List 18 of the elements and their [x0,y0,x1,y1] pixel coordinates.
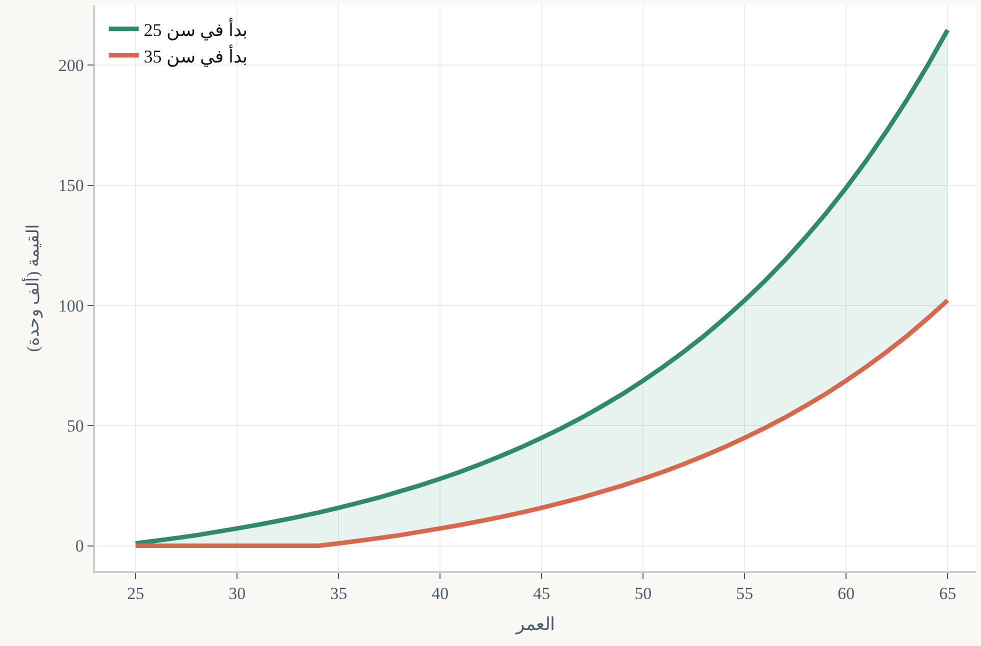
y-axis-title: القيمة (ألف وحدة) [21,224,44,352]
x-tick-label: 40 [432,584,449,604]
x-tick-label: 50 [634,584,652,604]
y-tick-label: 200 [58,56,84,76]
x-axis-title: العمر [515,614,555,635]
x-tick-label: 30 [228,584,246,604]
x-tick-label: 55 [736,584,754,604]
y-tick-label: 100 [58,296,84,316]
x-tick-label: 45 [533,584,550,604]
legend-label: بدأ في سن 35 [144,44,248,68]
y-tick-label: 50 [66,416,84,436]
y-tick-label: 0 [75,536,84,556]
y-tick-label: 150 [58,176,84,196]
x-tick-label: 65 [939,584,956,604]
x-tick-label: 60 [838,584,855,604]
legend-label: بدأ في سن 25 [144,18,248,41]
x-tick-label: 25 [127,584,144,604]
x-tick-label: 35 [330,584,348,604]
